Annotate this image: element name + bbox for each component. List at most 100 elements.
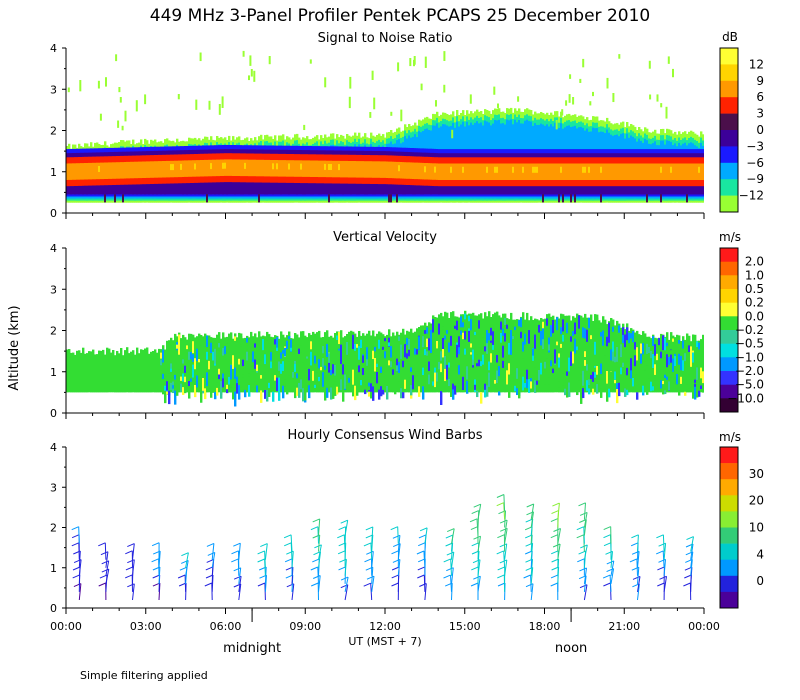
wind-barbs bbox=[71, 494, 694, 601]
y-tick-label: 3 bbox=[50, 83, 57, 96]
wind-barb bbox=[470, 582, 479, 600]
wind-barb bbox=[579, 567, 587, 584]
colorbar-swatch bbox=[720, 302, 738, 317]
colorbar-swatch bbox=[720, 179, 738, 196]
wind-barb bbox=[419, 583, 427, 601]
wind-barb bbox=[496, 494, 506, 512]
y-tick-label: 0 bbox=[50, 207, 57, 220]
wind-barb bbox=[391, 550, 399, 568]
wind-barb bbox=[313, 575, 321, 592]
wind-barb bbox=[337, 550, 346, 568]
wind-barb bbox=[657, 566, 665, 584]
wind-barb bbox=[577, 558, 585, 576]
wind-barb bbox=[257, 582, 266, 601]
colorbar-swatch bbox=[720, 162, 738, 180]
velocity-panel-title: Vertical Velocity bbox=[333, 230, 437, 245]
wind-barb bbox=[579, 519, 587, 536]
wind-barb bbox=[443, 558, 452, 576]
y-tick-label: 4 bbox=[50, 441, 57, 454]
colorbar-swatch bbox=[720, 575, 738, 593]
colorbar-swatch bbox=[720, 48, 738, 65]
wind-barb bbox=[207, 551, 216, 568]
wind-barb bbox=[473, 503, 482, 520]
wind-barb bbox=[204, 582, 213, 601]
wind-barb bbox=[473, 575, 481, 592]
colorbar-swatch bbox=[720, 275, 738, 290]
wind-barb bbox=[443, 574, 452, 592]
colorbar-swatch bbox=[720, 447, 738, 464]
y-tick-label: 0 bbox=[50, 407, 57, 420]
x-tick-label: 18:00 bbox=[529, 620, 561, 633]
colorbar-frame bbox=[719, 446, 739, 609]
colorbar-unit: dB bbox=[722, 30, 738, 44]
x-tick-label: 12:00 bbox=[369, 620, 401, 633]
colorbar-swatch bbox=[720, 398, 738, 413]
wind-barb bbox=[363, 582, 373, 601]
wind-barb bbox=[578, 502, 586, 520]
colorbar-label: 1.0 bbox=[745, 268, 764, 282]
colorbar-label: 3 bbox=[756, 107, 764, 121]
wind-barb bbox=[657, 582, 665, 601]
wind-barb bbox=[658, 542, 667, 560]
colorbar-swatch bbox=[720, 511, 738, 528]
wind-barb bbox=[419, 527, 428, 544]
wind-barb bbox=[101, 568, 110, 584]
colorbar-swatch bbox=[720, 330, 738, 344]
wind-barb bbox=[497, 534, 506, 552]
wind-barb bbox=[579, 584, 588, 601]
wind-barb bbox=[125, 550, 133, 568]
wind-barb bbox=[391, 582, 399, 601]
colorbar-label: −5.0 bbox=[735, 378, 764, 392]
colorbar-swatch bbox=[720, 479, 738, 496]
wind-barb bbox=[314, 544, 322, 560]
wind-barb bbox=[310, 526, 319, 544]
colorbar-swatch bbox=[720, 130, 738, 147]
wind-barb bbox=[340, 519, 349, 536]
wind-barb bbox=[579, 511, 588, 528]
y-tick-label: 2 bbox=[50, 125, 57, 138]
wind-barb bbox=[260, 543, 268, 560]
colorbar-label: −12 bbox=[739, 189, 764, 203]
colorbar-swatch bbox=[720, 343, 738, 358]
x-tick-label: 09:00 bbox=[289, 620, 321, 633]
wind-barb bbox=[151, 558, 160, 576]
wind-barb bbox=[284, 542, 293, 560]
wind-panel-title: Hourly Consensus Wind Barbs bbox=[287, 428, 482, 443]
wind-barb bbox=[72, 574, 81, 592]
y-tick-label: 1 bbox=[50, 562, 57, 575]
colorbar-label: −9 bbox=[746, 172, 764, 186]
colorbar-label: 20 bbox=[749, 494, 764, 508]
wind-barb bbox=[629, 558, 638, 576]
noon-label: noon bbox=[555, 641, 587, 656]
wind-barb bbox=[284, 558, 293, 576]
wind-barb bbox=[71, 526, 80, 544]
y-tick-label: 2 bbox=[50, 325, 57, 338]
wind-barb bbox=[365, 526, 374, 544]
wind-barb bbox=[603, 582, 612, 601]
wind-barb bbox=[576, 534, 585, 552]
colorbar-swatch bbox=[720, 113, 738, 131]
wind-barb bbox=[553, 528, 561, 544]
colorbar-swatch bbox=[720, 591, 738, 609]
wind-barb bbox=[312, 518, 321, 536]
colorbar-swatch bbox=[720, 64, 738, 82]
wind-barb bbox=[101, 560, 110, 576]
y-tick-label: 1 bbox=[50, 366, 57, 379]
y-tick-label: 3 bbox=[50, 283, 57, 296]
colorbar-label: −0.5 bbox=[735, 337, 764, 351]
wind-barb bbox=[552, 543, 561, 560]
colorbar-label: 0 bbox=[756, 574, 764, 588]
wind-barb bbox=[98, 542, 107, 560]
colorbar-swatch bbox=[720, 289, 738, 303]
colorbar-label: 2.0 bbox=[745, 255, 764, 269]
wind-barb bbox=[523, 574, 532, 592]
wind-barb bbox=[656, 550, 665, 568]
wind-barb bbox=[340, 576, 349, 592]
wind-barb bbox=[473, 535, 481, 552]
y-tick-label: 4 bbox=[50, 242, 57, 255]
wind-barb bbox=[447, 528, 455, 544]
wind-barb bbox=[151, 542, 160, 560]
wind-barb bbox=[390, 526, 399, 544]
colorbar-unit: m/s bbox=[719, 230, 741, 244]
